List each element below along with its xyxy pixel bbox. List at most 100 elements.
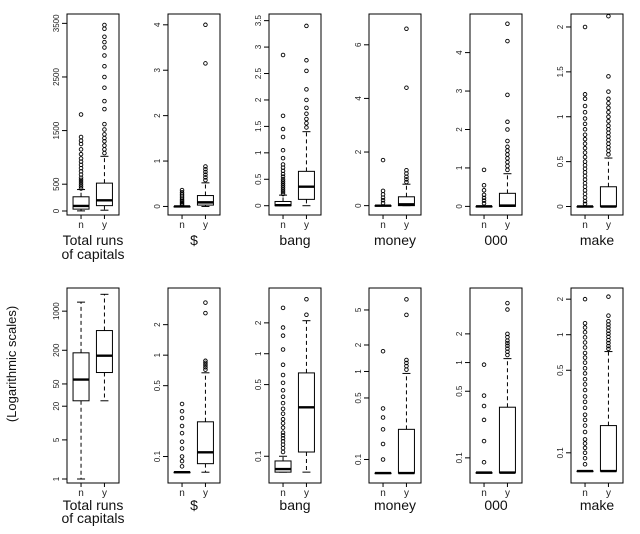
y-tick-label: 1 — [455, 360, 464, 365]
outlier-point — [304, 97, 309, 103]
outlier-point — [582, 329, 588, 335]
y-tick-label: 6 — [354, 42, 363, 47]
outlier-point — [606, 141, 611, 146]
outlier-point — [582, 145, 588, 151]
outlier-point — [102, 132, 107, 137]
y-tick-label: 1 — [153, 352, 162, 357]
panel-label: 000 — [484, 232, 508, 248]
outlier-point — [582, 412, 588, 418]
outlier-point — [481, 182, 487, 188]
outlier-point — [582, 325, 588, 330]
outlier-point — [582, 180, 588, 186]
x-category-label: n — [280, 488, 286, 499]
outlier-point — [179, 464, 185, 469]
outlier-point — [203, 175, 208, 180]
y-tick-label: 2 — [455, 331, 464, 336]
outlier-point — [606, 331, 611, 336]
y-tick-label: 0 — [52, 208, 61, 213]
outlier-point — [582, 177, 588, 182]
outlier-point — [505, 340, 510, 346]
outlier-point — [102, 22, 107, 28]
y-tick-label: 3 — [254, 44, 263, 49]
y-tick-label: 2 — [354, 149, 363, 154]
box-iqr — [599, 186, 617, 208]
outlier-point — [102, 85, 107, 90]
outlier-point — [404, 360, 409, 366]
outlier-point — [505, 144, 510, 150]
outlier-point — [505, 307, 510, 312]
outlier-point — [505, 331, 510, 337]
outlier-point — [582, 405, 588, 411]
outlier-point — [582, 461, 588, 467]
outlier-point — [304, 116, 309, 122]
outlier-point — [203, 169, 208, 175]
outlier-point — [582, 195, 588, 200]
x-category-label: y — [203, 220, 208, 231]
y-tick-label: 1 — [354, 369, 363, 374]
outlier-point — [304, 111, 309, 116]
x-category-label: y — [304, 220, 309, 231]
outlier-point — [582, 376, 588, 382]
outlier-point — [380, 198, 386, 203]
box-iqr — [498, 406, 516, 474]
y-tick-label: 20 — [52, 401, 61, 410]
outlier-point — [203, 166, 208, 172]
x-category-label: n — [280, 220, 286, 231]
y-tick-label: 3 — [455, 88, 464, 93]
outlier-point — [582, 335, 588, 340]
box-y — [599, 13, 617, 208]
outlier-point — [582, 366, 588, 371]
box-iqr — [297, 170, 315, 200]
box-iqr — [72, 196, 90, 210]
panel-frame — [570, 287, 624, 484]
x-category-label: n — [582, 488, 588, 499]
y-tick-label: 2 — [153, 322, 162, 327]
outlier-point — [78, 151, 84, 157]
panel-label: Total runs — [63, 232, 124, 248]
outlier-point — [505, 159, 510, 165]
outlier-point — [280, 187, 286, 193]
y-tick-label: 2 — [556, 296, 565, 301]
panel-frame — [469, 287, 523, 484]
box-n — [475, 167, 493, 208]
y-tick-label: 500 — [52, 177, 61, 191]
y-tick-label: 0 — [556, 204, 565, 209]
outlier-point — [582, 110, 588, 115]
outlier-point — [606, 134, 611, 139]
outlier-point — [280, 400, 286, 406]
outlier-point — [102, 45, 107, 50]
panel-label: $ — [190, 232, 198, 248]
box-y — [498, 300, 516, 474]
outlier-point — [606, 346, 611, 352]
outlier-point — [304, 68, 309, 74]
outlier-point — [606, 101, 611, 106]
x-category-label: y — [505, 220, 510, 231]
outlier-point — [582, 345, 588, 350]
outlier-point — [606, 13, 611, 19]
outlier-point — [280, 185, 286, 190]
box-iqr — [196, 421, 214, 465]
box-iqr — [196, 195, 214, 206]
outlier-point — [304, 105, 309, 111]
outlier-point — [606, 89, 611, 94]
outlier-point — [582, 321, 588, 326]
outlier-point — [203, 300, 208, 305]
outlier-point — [582, 132, 588, 137]
outlier-point — [304, 312, 309, 317]
outlier-point — [481, 459, 487, 465]
outlier-point — [606, 130, 611, 136]
outlier-point — [582, 296, 588, 302]
outlier-point — [582, 387, 588, 393]
outlier-point — [280, 439, 286, 444]
y-tick-label: 0.1 — [354, 453, 363, 465]
outlier-point — [582, 340, 588, 345]
panel-frame — [570, 13, 624, 216]
x-category-label: n — [380, 488, 386, 499]
y-tick-label: 2 — [254, 97, 263, 102]
box-iqr — [95, 182, 113, 207]
outlier-point — [380, 441, 386, 447]
x-category-label: y — [606, 220, 611, 231]
outlier-point — [606, 137, 611, 143]
outlier-point — [505, 163, 510, 169]
